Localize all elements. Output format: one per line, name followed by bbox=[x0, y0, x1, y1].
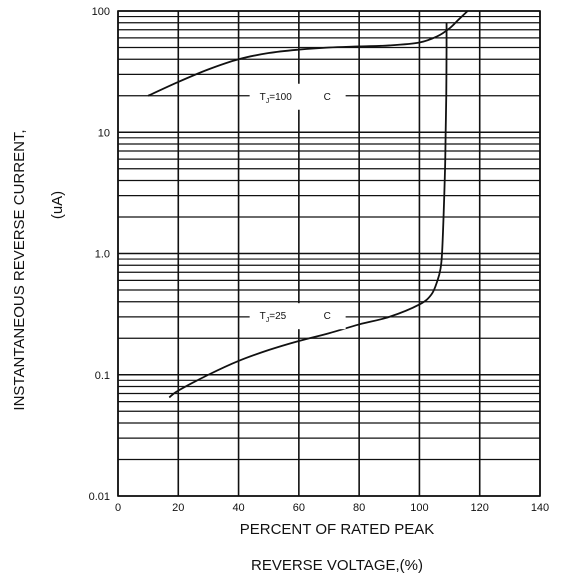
x-axis-title-line2: REVERSE VOLTAGE,(%) bbox=[251, 557, 423, 574]
series-label-rest-1: =25 bbox=[269, 311, 286, 322]
series-label-0: TJ=100 bbox=[260, 92, 293, 105]
y-axis-title-line2: (uA) bbox=[49, 191, 66, 219]
curve-layer bbox=[147, 10, 469, 399]
x-tick-label-4: 80 bbox=[353, 502, 365, 514]
x-tick-label-6: 120 bbox=[471, 502, 489, 514]
series-label-main-0: T bbox=[260, 92, 266, 103]
label-layer: TJ=100 CTJ=25 C bbox=[249, 83, 346, 330]
x-tick-label-0: 0 bbox=[115, 502, 121, 514]
x-tick-label-2: 40 bbox=[232, 502, 244, 514]
x-tick-label-3: 60 bbox=[293, 502, 305, 514]
grid-layer bbox=[117, 10, 541, 497]
series-label-sub-1: J bbox=[266, 317, 270, 324]
x-tick-label-5: 100 bbox=[410, 502, 428, 514]
x-axis-title-line1: PERCENT OF RATED PEAK bbox=[240, 521, 434, 538]
series-label-1: TJ=25 bbox=[260, 311, 287, 324]
y-axis-title-line1: INSTANTANEOUS REVERSE CURRENT, bbox=[11, 129, 28, 410]
y-tick-label-0: 0.01 bbox=[89, 491, 110, 503]
series-label-rest-0: =100 bbox=[269, 92, 292, 103]
y-tick-label-4: 100 bbox=[92, 6, 110, 18]
x-tick-label-1: 20 bbox=[172, 502, 184, 514]
y-tick-label-2: 1.0 bbox=[95, 249, 110, 261]
series-label-unit-1: C bbox=[324, 311, 331, 322]
series-curve-0 bbox=[147, 10, 469, 97]
x-tick-label-7: 140 bbox=[531, 502, 549, 514]
series-label-bg-0 bbox=[249, 83, 346, 110]
tick-layer: 0 20 40 60 80 100 120 140 0.01 0.1 1.0 10 100 bbox=[89, 6, 550, 514]
y-tick-label-1: 0.1 bbox=[95, 370, 110, 382]
y-tick-label-3: 10 bbox=[98, 127, 110, 139]
series-label-unit-0: C bbox=[324, 92, 331, 103]
series-label-main-1: T bbox=[260, 311, 266, 322]
series-curve-1 bbox=[168, 22, 448, 399]
series-label-bg-1 bbox=[249, 303, 346, 330]
series-label-sub-0: J bbox=[266, 98, 270, 105]
